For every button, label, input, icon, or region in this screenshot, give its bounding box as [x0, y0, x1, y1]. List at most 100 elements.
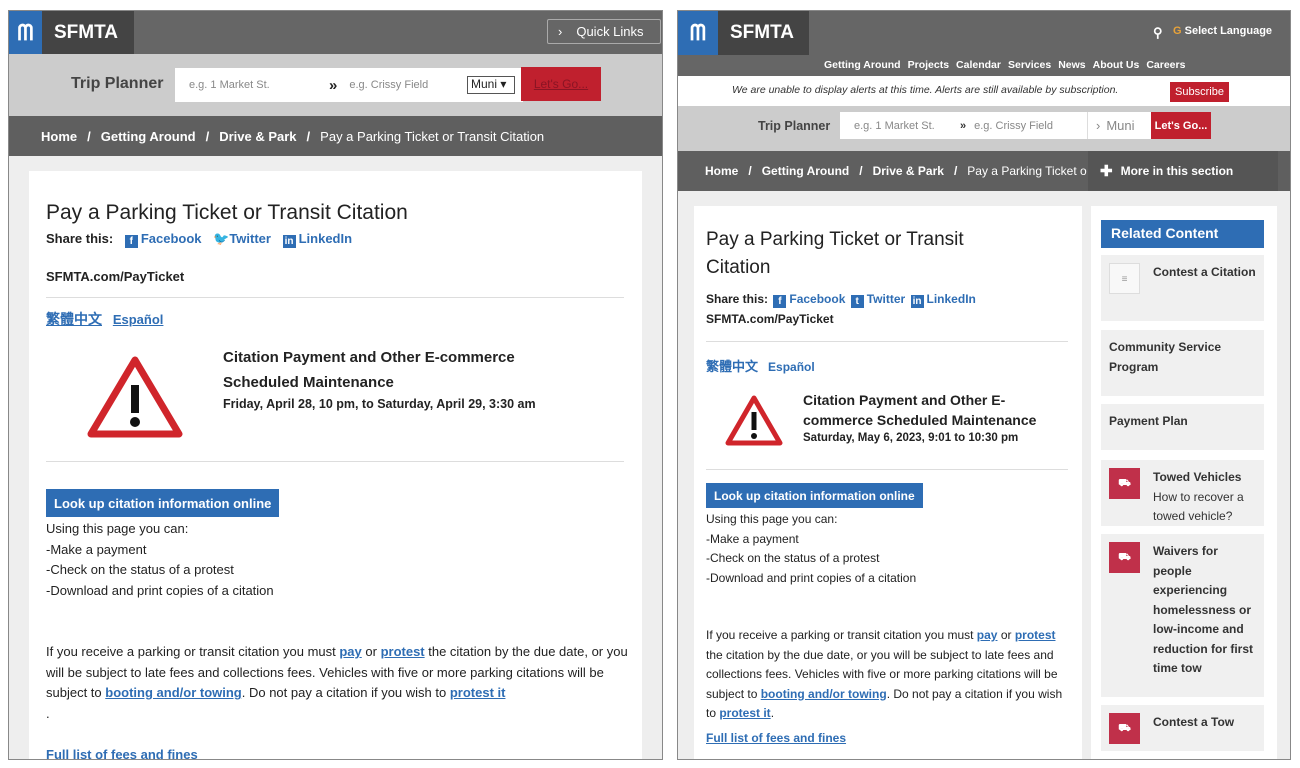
facebook-icon: f [124, 235, 138, 248]
nav-projects[interactable]: Projects [907, 59, 950, 71]
twitter-link[interactable]: t Twitter [850, 292, 905, 308]
facebook-label: Facebook [789, 292, 846, 306]
booting-link[interactable]: booting and/or towing [760, 686, 887, 701]
tow-truck-icon: ⛟ [1109, 542, 1140, 573]
paragraph-text: the citation by the due date, or you wil… [706, 647, 1058, 701]
logo[interactable]: ᗰ SFMTA [678, 11, 809, 55]
logo-text: SFMTA [718, 11, 809, 55]
main-content: Pay a Parking Ticket or Transit Citation… [694, 206, 1082, 759]
breadcrumb-drive-park[interactable]: Drive & Park [219, 128, 297, 144]
nav-careers[interactable]: Careers [1146, 59, 1186, 71]
linkedin-link[interactable]: in LinkedIn [910, 292, 976, 308]
linkedin-label: LinkedIn [298, 231, 353, 246]
paragraph-text: . Do not pay a citation if you wish to [241, 685, 450, 700]
nav-calendar[interactable]: Calendar [956, 59, 1001, 71]
twitter-link[interactable]: 🐦Twitter [213, 231, 271, 246]
quick-links-label: Quick Links [576, 24, 644, 39]
logo[interactable]: ᗰ SFMTA [9, 11, 134, 54]
logo-text: SFMTA [42, 11, 134, 54]
from-input[interactable]: e.g. 1 Market St. [175, 68, 315, 102]
mode-select[interactable]: › Muni [1087, 112, 1151, 139]
related-item[interactable]: ⛟ Towed Vehicles How to recover a towed ve… [1101, 460, 1264, 526]
alert-text: We are unable to display alerts at this … [732, 84, 1119, 96]
chevron-right-icon: › [558, 24, 563, 39]
lets-go-button[interactable]: Let's Go... [1151, 112, 1211, 139]
linkedin-label: LinkedIn [926, 292, 976, 306]
twitter-icon: 🐦 [213, 231, 230, 246]
protest-it-link[interactable]: protest it [719, 706, 771, 720]
breadcrumb-getting-around[interactable]: Getting Around [100, 128, 196, 144]
main-nav: Getting Around Projects Calendar Services Ne… [824, 59, 1185, 71]
warning-icon [725, 395, 783, 446]
protest-link[interactable]: protest [1014, 628, 1056, 642]
page-title: Pay a Parking Ticket or Transit Citation [46, 201, 408, 224]
subscribe-button[interactable]: Subscribe [1170, 82, 1229, 102]
double-chevron-icon: » [960, 119, 967, 132]
paragraph-text: If you receive a parking or transit cita… [46, 644, 340, 659]
to-placeholder: e.g. Crissy Field [349, 79, 429, 91]
trip-planner-label: Trip Planner [71, 75, 164, 92]
facebook-link[interactable]: f Facebook [124, 231, 202, 248]
fees-link[interactable]: Full list of fees and fines [46, 747, 198, 760]
twitter-label: Twitter [229, 231, 271, 246]
from-input[interactable]: e.g. 1 Market St. [840, 112, 942, 139]
share-label: Share this: [46, 231, 114, 246]
citation-paragraph: If you receive a parking or transit cita… [706, 626, 1068, 724]
search-icon[interactable]: ⚲ [1153, 25, 1163, 40]
language-selector[interactable]: G Select Language [1173, 25, 1272, 37]
list-item: -Check on the status of a protest [706, 551, 880, 565]
quick-links-button[interactable]: › Quick Links [547, 19, 661, 44]
spanish-link[interactable]: Español [768, 360, 815, 374]
related-item[interactable]: Payment Plan [1101, 404, 1264, 450]
breadcrumb-getting-around[interactable]: Getting Around [761, 164, 850, 178]
protest-it-link[interactable]: protest it [449, 685, 506, 700]
related-item[interactable]: ≡ Contest a Citation [1101, 255, 1264, 321]
booting-link[interactable]: booting and/or towing [105, 685, 242, 700]
linkedin-icon: in [910, 295, 924, 308]
facebook-link[interactable]: f Facebook [773, 292, 846, 308]
breadcrumb-drive-park[interactable]: Drive & Park [872, 164, 944, 178]
mode-value: Muni [471, 77, 498, 91]
nav-news[interactable]: News [1058, 59, 1086, 71]
protest-link[interactable]: protest [380, 644, 425, 659]
to-input[interactable]: » e.g. Crissy Field [942, 112, 1087, 139]
document-thumbnail-icon: ≡ [1109, 263, 1140, 294]
language-links: 繁體中文 Español [706, 356, 815, 375]
nav-about-us[interactable]: About Us [1092, 59, 1140, 71]
language-links: 繁體中文 Español [46, 309, 163, 329]
chevron-right-icon: › [1096, 118, 1101, 133]
spanish-link[interactable]: Español [112, 312, 164, 327]
nav-services[interactable]: Services [1007, 59, 1052, 71]
google-icon: G [1173, 25, 1182, 37]
notice-date: Saturday, May 6, 2023, 9:01 to 10:30 pm [803, 432, 1019, 444]
related-item[interactable]: ⛟ Waivers for people experiencing homeles… [1101, 534, 1264, 697]
breadcrumb-home[interactable]: Home [41, 128, 78, 144]
trip-planner: Trip Planner e.g. 1 Market St. » e.g. Cri… [678, 106, 1290, 151]
related-item-title: Community Service Program [1109, 340, 1222, 374]
nav-getting-around[interactable]: Getting Around [824, 59, 901, 71]
mode-select[interactable]: Muni ▾ [467, 76, 515, 94]
facebook-label: Facebook [140, 231, 202, 246]
lookup-citation-button[interactable]: Look up citation information online [46, 489, 280, 517]
chinese-link[interactable]: 繁體中文 [706, 359, 759, 374]
citation-paragraph: If you receive a parking or transit cita… [46, 642, 631, 724]
breadcrumb: Home / Getting Around / Drive & Park / Pay … [9, 116, 662, 156]
lookup-citation-button[interactable]: Look up citation information online [706, 483, 923, 508]
mode-value: Muni [1106, 118, 1135, 133]
paragraph-text: . [770, 706, 775, 720]
tow-truck-icon: ⛟ [1109, 713, 1140, 744]
lets-go-button[interactable]: Let's Go... [521, 67, 601, 101]
chinese-link[interactable]: 繁體中文 [46, 311, 102, 327]
notice-title: Citation Payment and Other E-commerce Sc… [803, 392, 1037, 428]
related-item[interactable]: ⛟ Contest a Tow [1101, 705, 1264, 751]
linkedin-link[interactable]: in LinkedIn [282, 231, 353, 248]
tow-truck-icon: ⛟ [1109, 468, 1140, 499]
related-item[interactable]: Community Service Program [1101, 330, 1264, 396]
related-item-title: Towed Vehicles [1153, 470, 1242, 484]
fees-link[interactable]: Full list of fees and fines [706, 731, 847, 745]
pay-link[interactable]: pay [976, 628, 998, 642]
more-in-section-button[interactable]: ✚ More in this section [1088, 151, 1278, 191]
short-url: SFMTA.com/PayTicket [46, 269, 185, 284]
pay-link[interactable]: pay [339, 644, 362, 659]
breadcrumb-home[interactable]: Home [705, 164, 739, 178]
